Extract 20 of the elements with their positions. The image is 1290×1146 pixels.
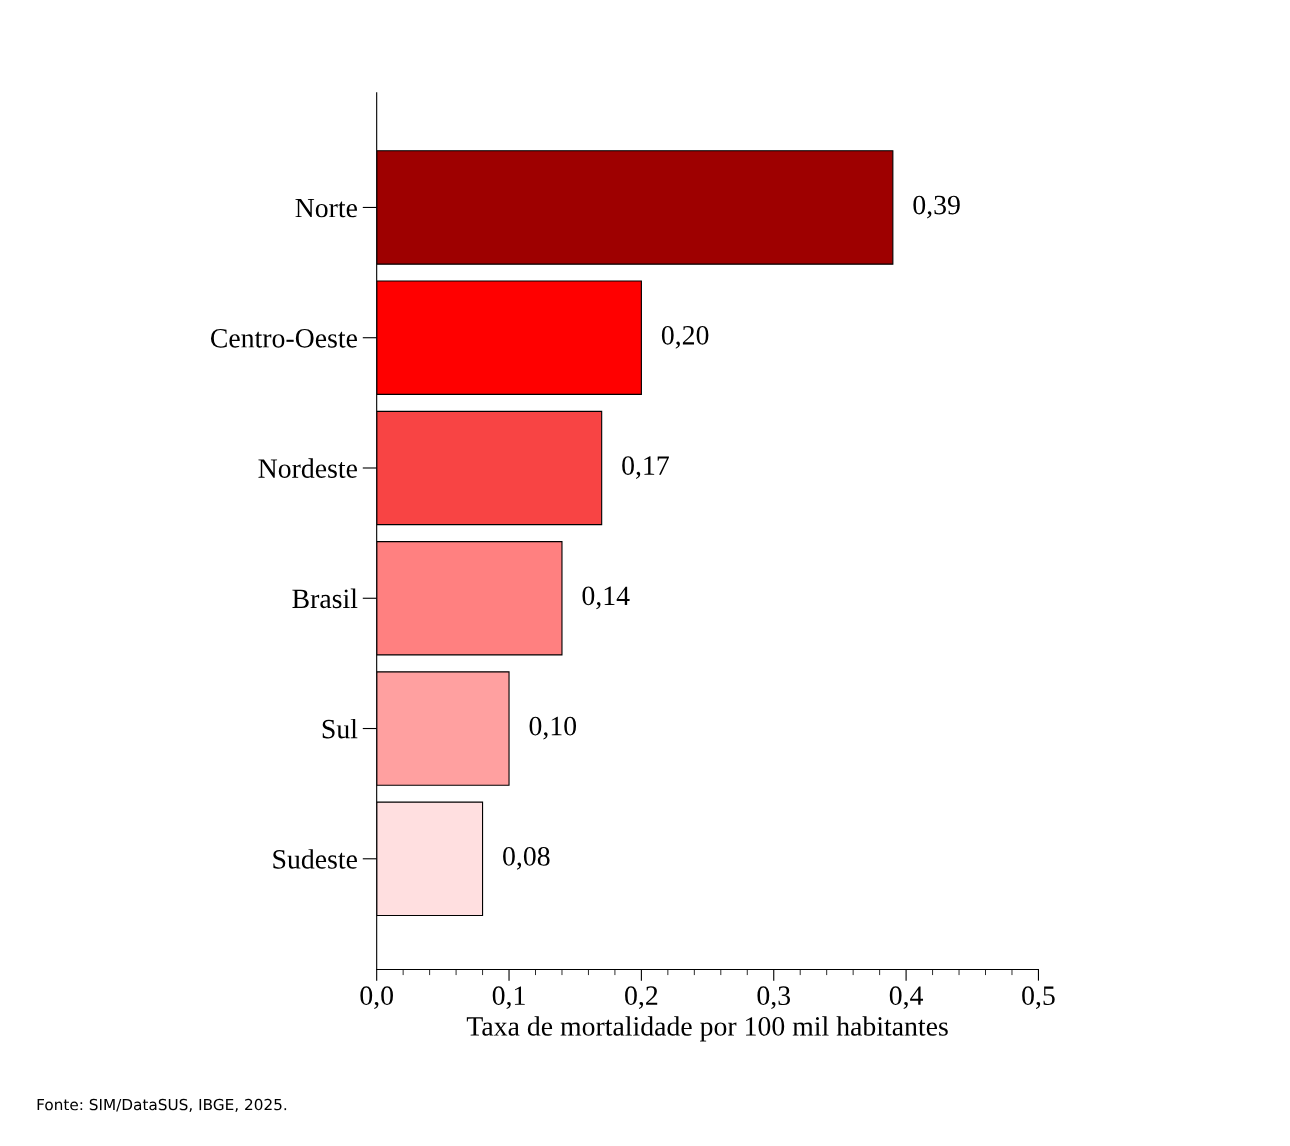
data-label: 0,10 (529, 716, 577, 740)
y-tick-label: Sul (322, 718, 358, 739)
y-tick-label: Norte (295, 198, 357, 218)
x-tick-label: 0,0 (360, 986, 393, 1010)
y-tick-label: Brasil (292, 588, 358, 609)
data-label: 0,17 (622, 456, 669, 479)
y-tick-label: Sudeste (273, 849, 357, 869)
x-tick-label: 0,4 (889, 986, 924, 1010)
data-label: 0,14 (582, 586, 630, 610)
data-label: 0,39 (913, 195, 960, 219)
x-tick-label: 0,1 (492, 986, 525, 1010)
y-tick-label: Centro-Oeste (210, 328, 357, 348)
source-note: Fonte: SIM/DataSUS, IBGE, 2025. (37, 1098, 287, 1112)
y-tick-label: Nordeste (258, 458, 357, 478)
data-label: 0,20 (661, 325, 709, 349)
data-label: 0,08 (503, 847, 550, 870)
x-tick-label: 0,5 (1022, 986, 1055, 1010)
x-axis-title: Taxa de mortalidade por 100 mil habitantes (466, 1016, 948, 1042)
x-tick-label: 0,2 (625, 986, 658, 1010)
x-tick-label: 0,3 (757, 986, 791, 1010)
